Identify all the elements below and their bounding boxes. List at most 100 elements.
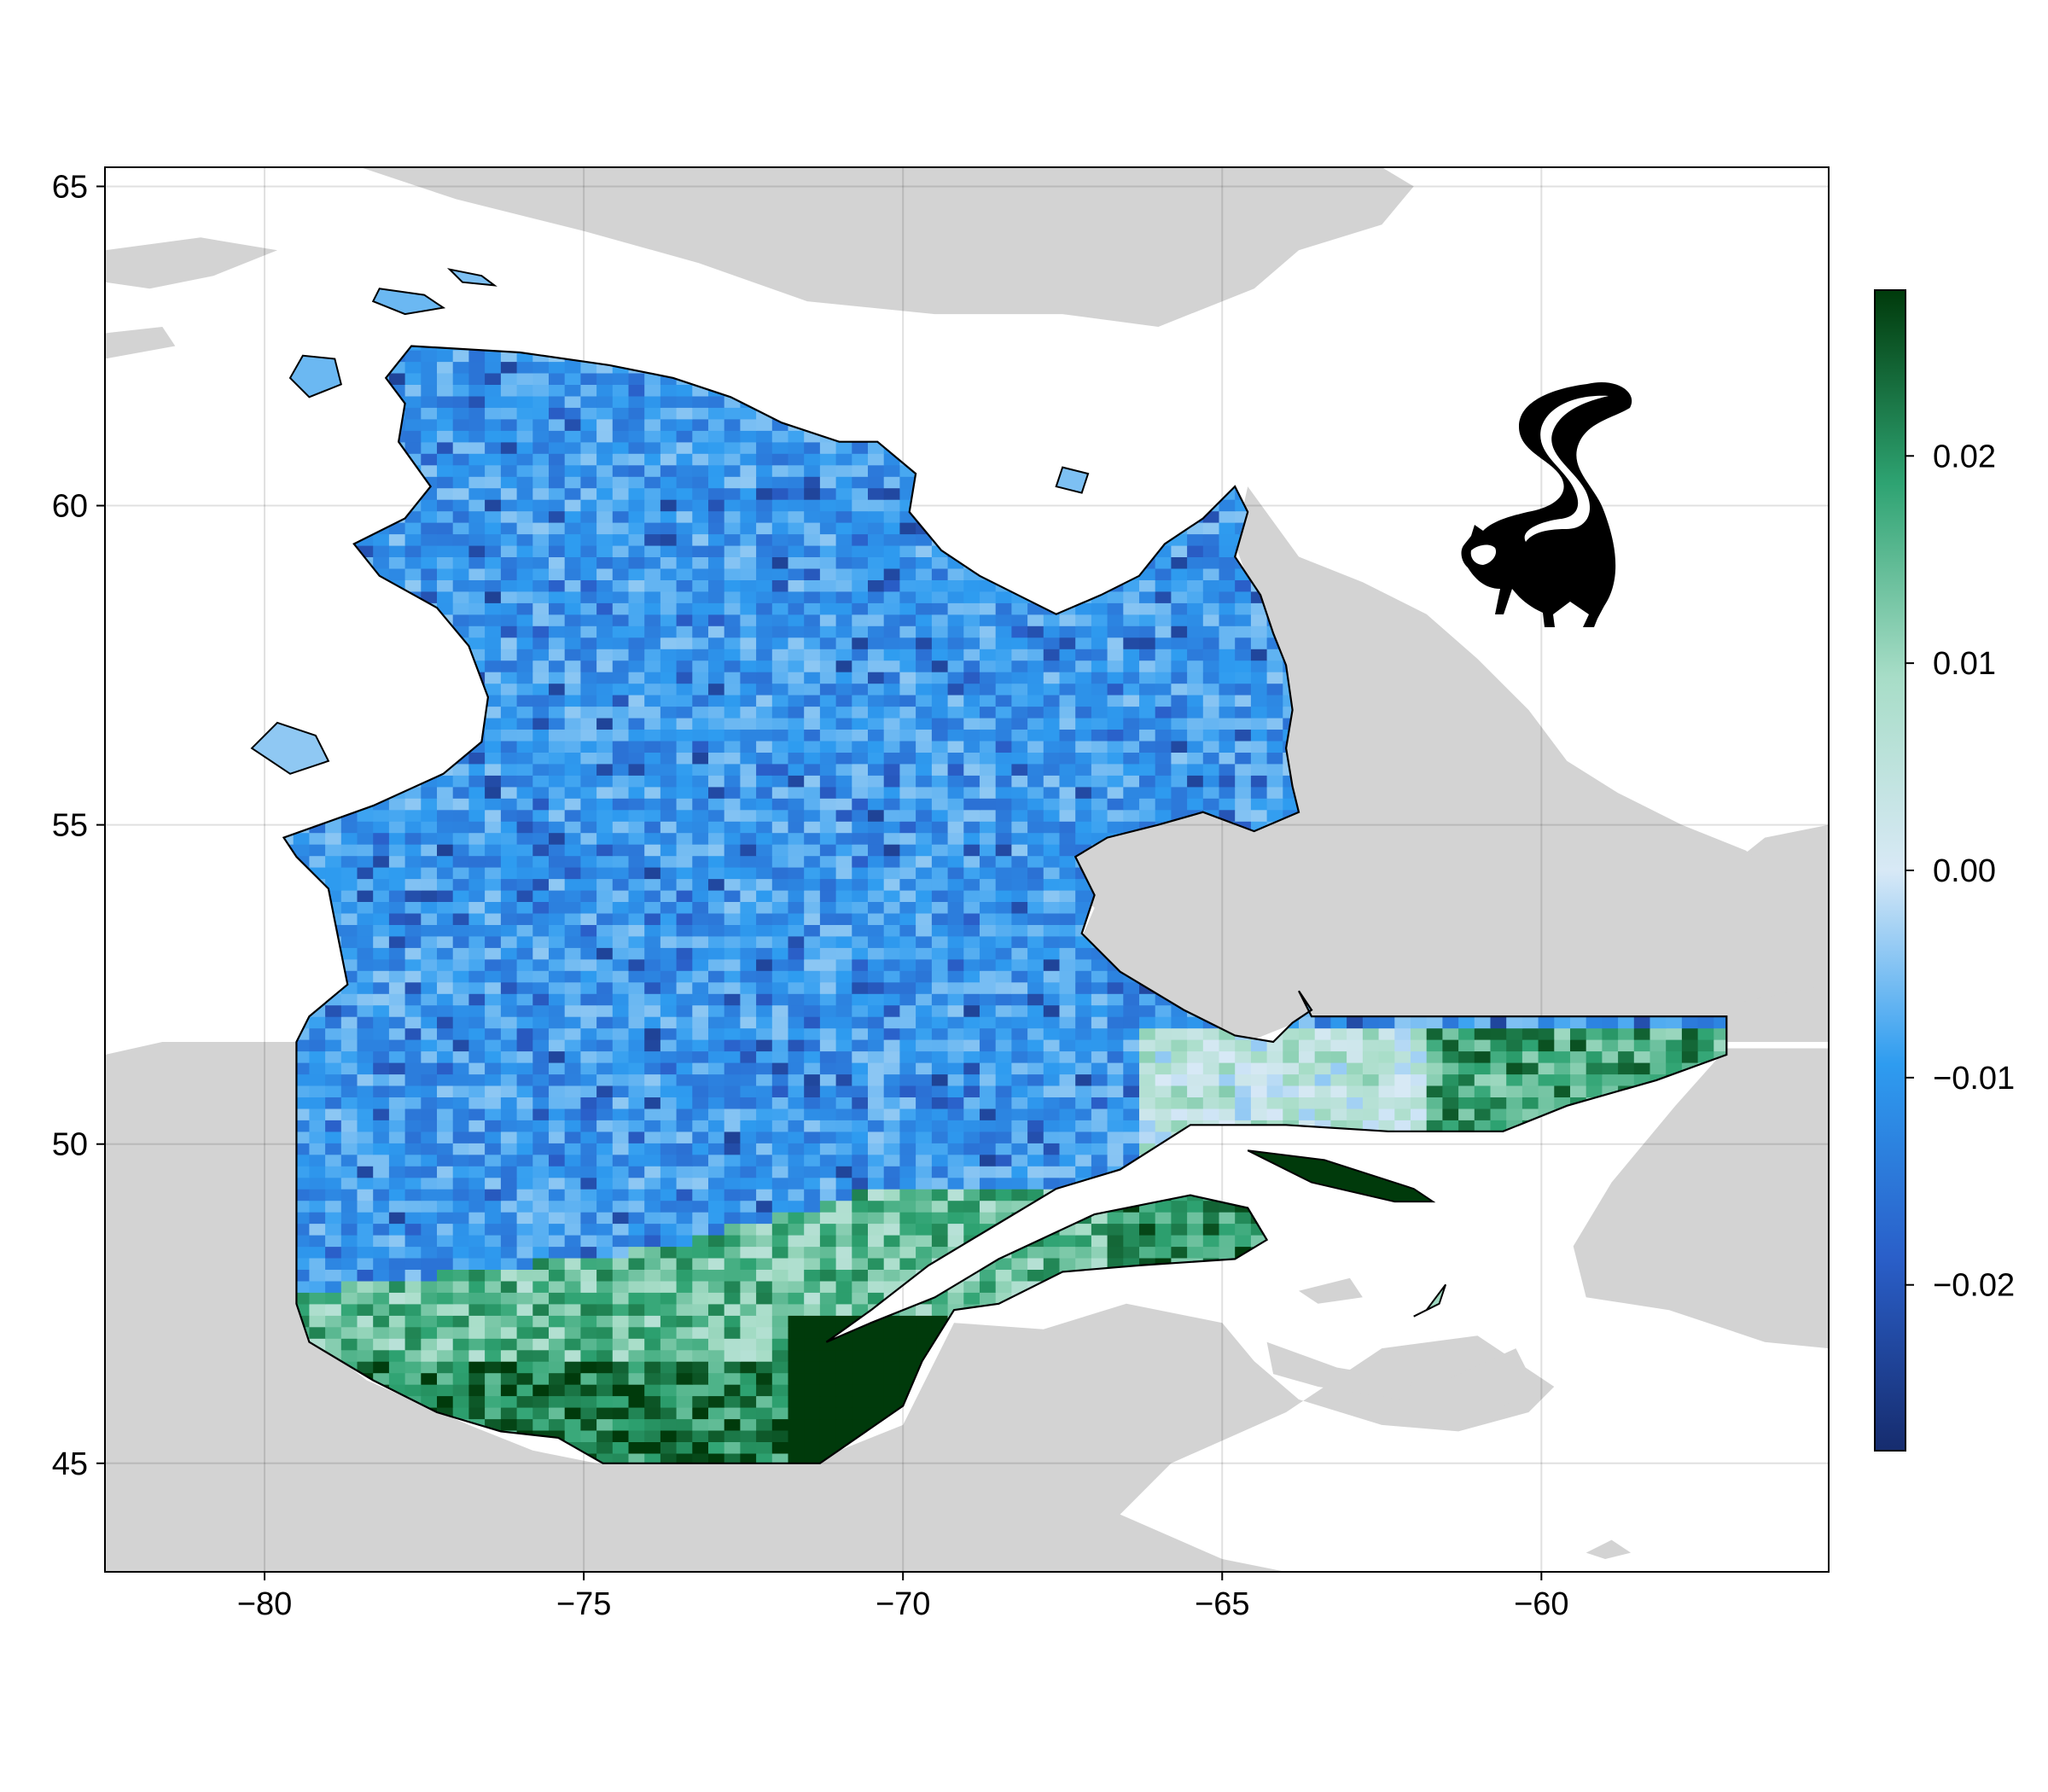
heatmap-cell xyxy=(1027,1027,1044,1040)
heatmap-cell xyxy=(1602,1016,1619,1029)
heatmap-cell xyxy=(756,1166,773,1178)
heatmap-cell xyxy=(947,1200,964,1213)
heatmap-cell xyxy=(804,1050,821,1063)
heatmap-cell xyxy=(1330,1050,1347,1063)
heatmap-cell xyxy=(500,1338,518,1351)
heatmap-cell xyxy=(676,1050,693,1063)
heatmap-cell xyxy=(868,947,885,960)
heatmap-cell xyxy=(644,1384,661,1397)
heatmap-cell xyxy=(931,1303,949,1316)
heatmap-cell xyxy=(549,901,566,914)
heatmap-cell xyxy=(931,1108,949,1120)
heatmap-cell xyxy=(740,1027,757,1040)
heatmap-cell xyxy=(612,1212,630,1225)
heatmap-cell xyxy=(708,1257,725,1270)
heatmap-cell xyxy=(404,1062,422,1075)
heatmap-cell xyxy=(437,1154,454,1167)
heatmap-cell xyxy=(580,1039,597,1052)
heatmap-cell xyxy=(404,1166,422,1178)
heatmap-cell xyxy=(708,1246,725,1259)
heatmap-cell xyxy=(819,912,837,925)
heatmap-cell xyxy=(1171,1050,1188,1063)
heatmap-cell xyxy=(692,1326,709,1339)
heatmap-cell xyxy=(868,1372,885,1385)
heatmap-cell xyxy=(340,1349,358,1362)
heatmap-cell xyxy=(628,1154,645,1167)
heatmap-cell xyxy=(676,1143,693,1155)
heatmap-cell xyxy=(980,1039,997,1052)
heatmap-cell xyxy=(771,1097,789,1109)
heatmap-cell xyxy=(549,1154,566,1167)
heatmap-cell xyxy=(596,1189,614,1201)
heatmap-cell xyxy=(1458,1050,1475,1063)
heatmap-cell xyxy=(437,1166,454,1178)
heatmap-cell xyxy=(1155,1085,1172,1097)
heatmap-cell xyxy=(1330,1073,1347,1086)
heatmap-cell xyxy=(724,993,741,1006)
heatmap-cell xyxy=(868,1280,885,1293)
heatmap-cell xyxy=(549,1315,566,1328)
heatmap-cell xyxy=(1011,1280,1028,1293)
heatmap-cell xyxy=(373,1085,390,1097)
heatmap-cell xyxy=(1538,1062,1555,1075)
heatmap-cell xyxy=(740,1326,757,1339)
heatmap-cell xyxy=(532,1395,550,1408)
heatmap-cell xyxy=(1347,1062,1364,1075)
heatmap-cell xyxy=(1139,1120,1156,1132)
heatmap-cell xyxy=(452,1372,469,1385)
heatmap-cell xyxy=(437,993,454,1006)
heatmap-cell xyxy=(580,1407,597,1420)
heatmap-cell xyxy=(804,1200,821,1213)
heatmap-cell xyxy=(1075,889,1092,902)
heatmap-cell xyxy=(1027,924,1044,937)
heatmap-cell xyxy=(437,1326,454,1339)
heatmap-cell xyxy=(771,1120,789,1132)
heatmap-cell xyxy=(580,1349,597,1362)
heatmap-cell xyxy=(404,1131,422,1143)
heatmap-cell xyxy=(580,1004,597,1017)
heatmap-cell xyxy=(692,993,709,1006)
heatmap-cell xyxy=(1426,1050,1443,1063)
heatmap-cell xyxy=(628,1257,645,1270)
heatmap-cell xyxy=(468,947,486,960)
heatmap-cell xyxy=(452,1280,469,1293)
heatmap-cell xyxy=(468,1108,486,1120)
heatmap-cell xyxy=(612,1097,630,1109)
heatmap-cell xyxy=(644,1200,661,1213)
heatmap-cell xyxy=(804,1223,821,1236)
heatmap-cell xyxy=(980,1004,997,1017)
heatmap-cell xyxy=(1235,1039,1252,1052)
heatmap-cell xyxy=(771,1189,789,1201)
heatmap-cell xyxy=(1027,855,1044,868)
heatmap-cell xyxy=(340,1039,358,1052)
heatmap-cell xyxy=(612,981,630,994)
heatmap-cell xyxy=(388,1257,406,1270)
heatmap-cell xyxy=(1155,1097,1172,1109)
heatmap-cell xyxy=(1602,1039,1619,1052)
heatmap-cell xyxy=(452,1200,469,1213)
heatmap-cell xyxy=(852,993,869,1006)
heatmap-cell xyxy=(468,1154,486,1167)
heatmap-cell xyxy=(995,1166,1012,1178)
heatmap-cell xyxy=(788,1120,805,1132)
heatmap-cell xyxy=(293,1120,310,1132)
heatmap-cell xyxy=(708,855,725,868)
heatmap-cell xyxy=(612,1200,630,1213)
heatmap-cell xyxy=(564,1189,581,1201)
heatmap-cell xyxy=(388,1235,406,1248)
heatmap-cell xyxy=(628,1212,645,1225)
heatmap-cell xyxy=(835,1189,852,1201)
heatmap-cell xyxy=(852,1131,869,1143)
heatmap-cell xyxy=(995,1200,1012,1213)
heatmap-cell xyxy=(549,958,566,971)
heatmap-cell xyxy=(404,1004,422,1017)
heatmap-cell xyxy=(1458,1108,1475,1120)
heatmap-cell xyxy=(357,889,374,902)
heatmap-cell xyxy=(373,867,390,880)
heatmap-cell xyxy=(500,1166,518,1178)
heatmap-cell xyxy=(756,1073,773,1086)
heatmap-cell xyxy=(724,1407,741,1420)
heatmap-cell xyxy=(373,1269,390,1282)
heatmap-cell xyxy=(1075,1073,1092,1086)
heatmap-cell xyxy=(868,1189,885,1201)
